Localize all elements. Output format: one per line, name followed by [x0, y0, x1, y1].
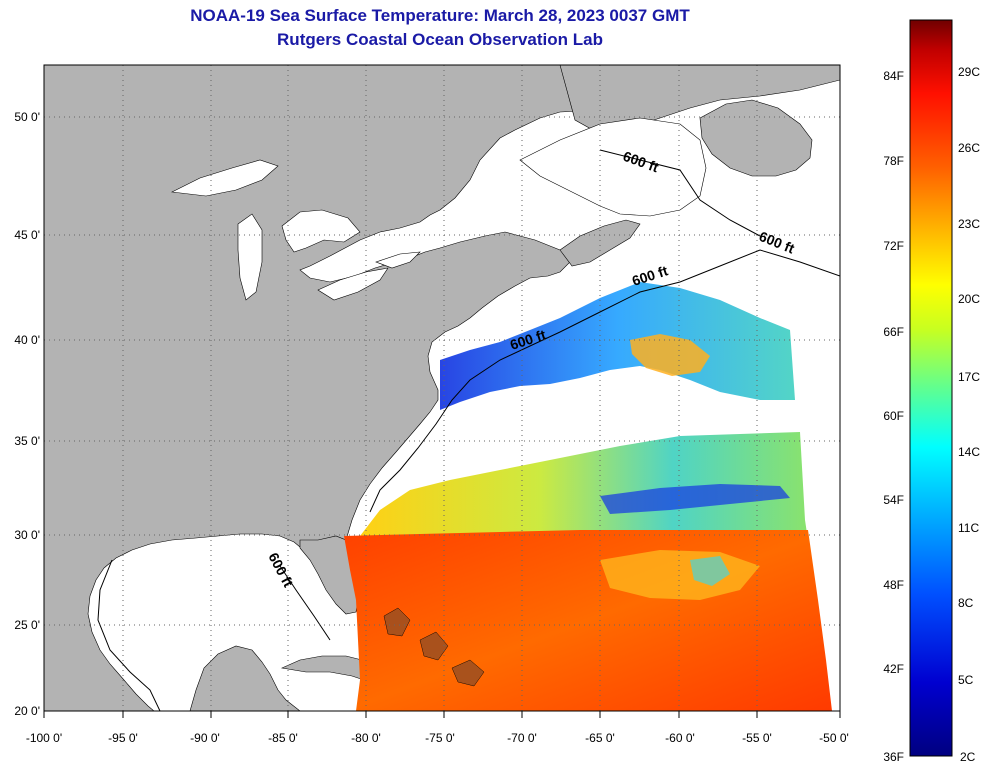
map-subtitle: Rutgers Coastal Ocean Observation Lab — [277, 30, 603, 49]
colorbar-c-label: 2C — [960, 750, 976, 764]
lon-label: -55 0' — [742, 731, 772, 745]
lat-label: 20 0' — [14, 704, 40, 718]
lon-axis — [43, 711, 841, 718]
land-nova-scotia — [559, 219, 641, 267]
colorbar-f-label: 42F — [883, 662, 904, 676]
colorbar-f-label: 36F — [883, 750, 904, 764]
lon-label: -70 0' — [507, 731, 537, 745]
lat-label: 35 0' — [14, 434, 40, 448]
sst-cool-streak — [600, 484, 790, 514]
sst-warm-block — [344, 530, 832, 711]
colorbar-f-label: 48F — [883, 578, 904, 592]
lat-label: 50 0' — [14, 110, 40, 124]
lat-labels: 50 0' 45 0' 40 0' 35 0' 30 0' 25 0' 20 0… — [14, 110, 40, 718]
colorbar-c-label: 20C — [958, 292, 980, 306]
lat-label: 40 0' — [14, 333, 40, 347]
colorbar-c-label: 29C — [958, 65, 980, 79]
colorbar — [909, 19, 953, 757]
land-florida — [299, 535, 359, 615]
map-area — [44, 65, 840, 711]
lat-label: 30 0' — [14, 528, 40, 542]
sst-cold-band — [440, 282, 795, 410]
colorbar-c-label: 23C — [958, 217, 980, 231]
map-title: NOAA-19 Sea Surface Temperature: March 2… — [190, 6, 690, 25]
lat-label: 25 0' — [14, 618, 40, 632]
colorbar-f-labels: 84F 78F 72F 66F 60F 54F 48F 42F 36F — [883, 69, 904, 764]
colorbar-c-label: 5C — [958, 673, 974, 687]
colorbar-c-label: 8C — [958, 596, 974, 610]
lon-label: -95 0' — [108, 731, 138, 745]
lon-label: -80 0' — [351, 731, 381, 745]
sst-cyan-patch — [690, 556, 730, 586]
colorbar-f-label: 60F — [883, 409, 904, 423]
sst-mid-band — [360, 432, 808, 548]
land-yucatan — [189, 645, 301, 711]
lon-label: -60 0' — [665, 731, 695, 745]
colorbar-f-label: 54F — [883, 493, 904, 507]
colorbar-c-label: 26C — [958, 141, 980, 155]
colorbar-f-label: 66F — [883, 325, 904, 339]
isobath-600ft-north — [599, 149, 761, 237]
lon-labels: -100 0' -95 0' -90 0' -85 0' -80 0' -75 … — [26, 731, 849, 745]
colorbar-c-labels: 29C 26C 23C 20C 17C 14C 11C 8C 5C 2C — [958, 65, 980, 764]
colorbar-f-label: 78F — [883, 154, 904, 168]
lon-label: -75 0' — [425, 731, 455, 745]
lon-label: -85 0' — [268, 731, 298, 745]
colorbar-f-label: 72F — [883, 239, 904, 253]
lon-label: -50 0' — [819, 731, 849, 745]
sst-warm-eddy — [630, 334, 710, 376]
land-north-america — [44, 65, 751, 711]
colorbar-c-label: 14C — [958, 445, 980, 459]
lon-label: -100 0' — [26, 731, 62, 745]
lat-label: 45 0' — [14, 228, 40, 242]
isobath-600ft — [97, 249, 840, 711]
colorbar-c-label: 17C — [958, 370, 980, 384]
lon-label: -90 0' — [190, 731, 220, 745]
colorbar-f-label: 84F — [883, 69, 904, 83]
bahamas-islands — [383, 607, 485, 687]
gulf-st-lawrence — [519, 117, 707, 217]
lon-label: -65 0' — [585, 731, 615, 745]
map-border — [43, 64, 841, 712]
land-newfoundland — [699, 99, 813, 177]
colorbar-c-label: 11C — [958, 521, 979, 535]
